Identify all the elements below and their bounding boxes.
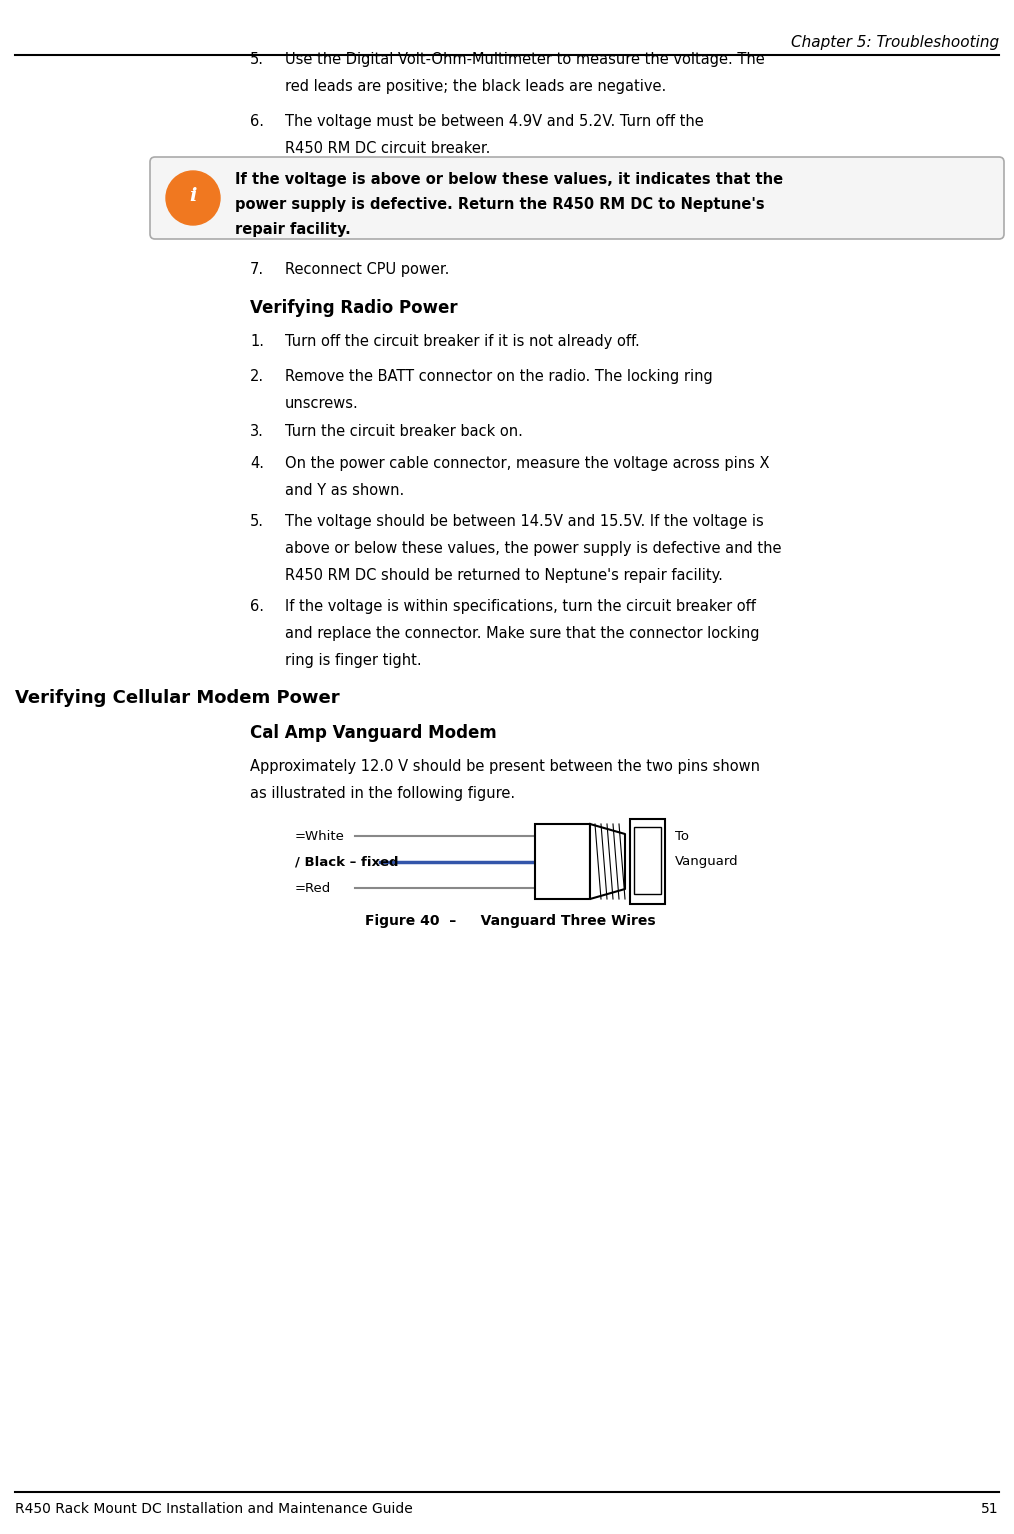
Text: If the voltage is within specifications, turn the circuit breaker off: If the voltage is within specifications,… xyxy=(285,598,755,614)
Text: Cal Amp Vanguard Modem: Cal Amp Vanguard Modem xyxy=(250,724,497,742)
Text: Verifying Cellular Modem Power: Verifying Cellular Modem Power xyxy=(15,689,340,707)
Text: unscrews.: unscrews. xyxy=(285,396,359,411)
Text: Use the Digital Volt-Ohm-Multimeter to measure the voltage. The: Use the Digital Volt-Ohm-Multimeter to m… xyxy=(285,52,765,67)
Text: Remove the BATT connector on the radio. The locking ring: Remove the BATT connector on the radio. … xyxy=(285,370,713,384)
Text: 2.: 2. xyxy=(250,370,264,384)
Text: repair facility.: repair facility. xyxy=(235,222,351,236)
Text: and replace the connector. Make sure that the connector locking: and replace the connector. Make sure tha… xyxy=(285,626,759,641)
FancyBboxPatch shape xyxy=(150,156,1004,239)
Text: R450 RM DC circuit breaker.: R450 RM DC circuit breaker. xyxy=(285,141,491,156)
Bar xyxy=(535,824,590,899)
Text: The voltage should be between 14.5V and 15.5V. If the voltage is: The voltage should be between 14.5V and … xyxy=(285,514,764,529)
Text: R450 RM DC should be returned to Neptune's repair facility.: R450 RM DC should be returned to Neptune… xyxy=(285,568,723,583)
Text: Verifying Radio Power: Verifying Radio Power xyxy=(250,299,457,318)
Text: and Y as shown.: and Y as shown. xyxy=(285,483,405,499)
Text: 3.: 3. xyxy=(250,423,264,439)
Text: Figure 40  –     Vanguard Three Wires: Figure 40 – Vanguard Three Wires xyxy=(365,914,655,928)
Text: / Black – fixed: / Black – fixed xyxy=(295,856,399,868)
Text: above or below these values, the power supply is defective and the: above or below these values, the power s… xyxy=(285,542,782,555)
Text: Turn off the circuit breaker if it is not already off.: Turn off the circuit breaker if it is no… xyxy=(285,334,640,350)
Text: power supply is defective. Return the R450 RM DC to Neptune's: power supply is defective. Return the R4… xyxy=(235,196,765,212)
Text: =Red: =Red xyxy=(295,882,332,894)
Text: Vanguard: Vanguard xyxy=(675,856,738,868)
Text: 6.: 6. xyxy=(250,114,264,129)
Text: Chapter 5: Troubleshooting: Chapter 5: Troubleshooting xyxy=(791,35,999,51)
Text: 51: 51 xyxy=(982,1502,999,1516)
Text: as illustrated in the following figure.: as illustrated in the following figure. xyxy=(250,785,515,801)
Text: ring is finger tight.: ring is finger tight. xyxy=(285,653,422,667)
Text: =White: =White xyxy=(295,830,345,842)
Text: 5.: 5. xyxy=(250,514,264,529)
Text: 1.: 1. xyxy=(250,334,264,350)
Polygon shape xyxy=(590,824,625,899)
Text: To: To xyxy=(675,830,689,842)
Text: 7.: 7. xyxy=(250,262,264,278)
Bar xyxy=(630,819,665,904)
Text: red leads are positive; the black leads are negative.: red leads are positive; the black leads … xyxy=(285,78,666,94)
Text: i: i xyxy=(190,187,197,206)
Text: If the voltage is above or below these values, it indicates that the: If the voltage is above or below these v… xyxy=(235,172,783,187)
Text: R450 Rack Mount DC Installation and Maintenance Guide: R450 Rack Mount DC Installation and Main… xyxy=(15,1502,413,1516)
Text: 6.: 6. xyxy=(250,598,264,614)
Text: Reconnect CPU power.: Reconnect CPU power. xyxy=(285,262,449,278)
Text: 5.: 5. xyxy=(250,52,264,67)
Text: The voltage must be between 4.9V and 5.2V. Turn off the: The voltage must be between 4.9V and 5.2… xyxy=(285,114,704,129)
Text: 4.: 4. xyxy=(250,456,264,471)
Text: On the power cable connector, measure the voltage across pins X: On the power cable connector, measure th… xyxy=(285,456,770,471)
Text: Turn the circuit breaker back on.: Turn the circuit breaker back on. xyxy=(285,423,523,439)
Circle shape xyxy=(166,170,220,225)
Text: Approximately 12.0 V should be present between the two pins shown: Approximately 12.0 V should be present b… xyxy=(250,759,760,775)
Bar xyxy=(634,827,661,894)
